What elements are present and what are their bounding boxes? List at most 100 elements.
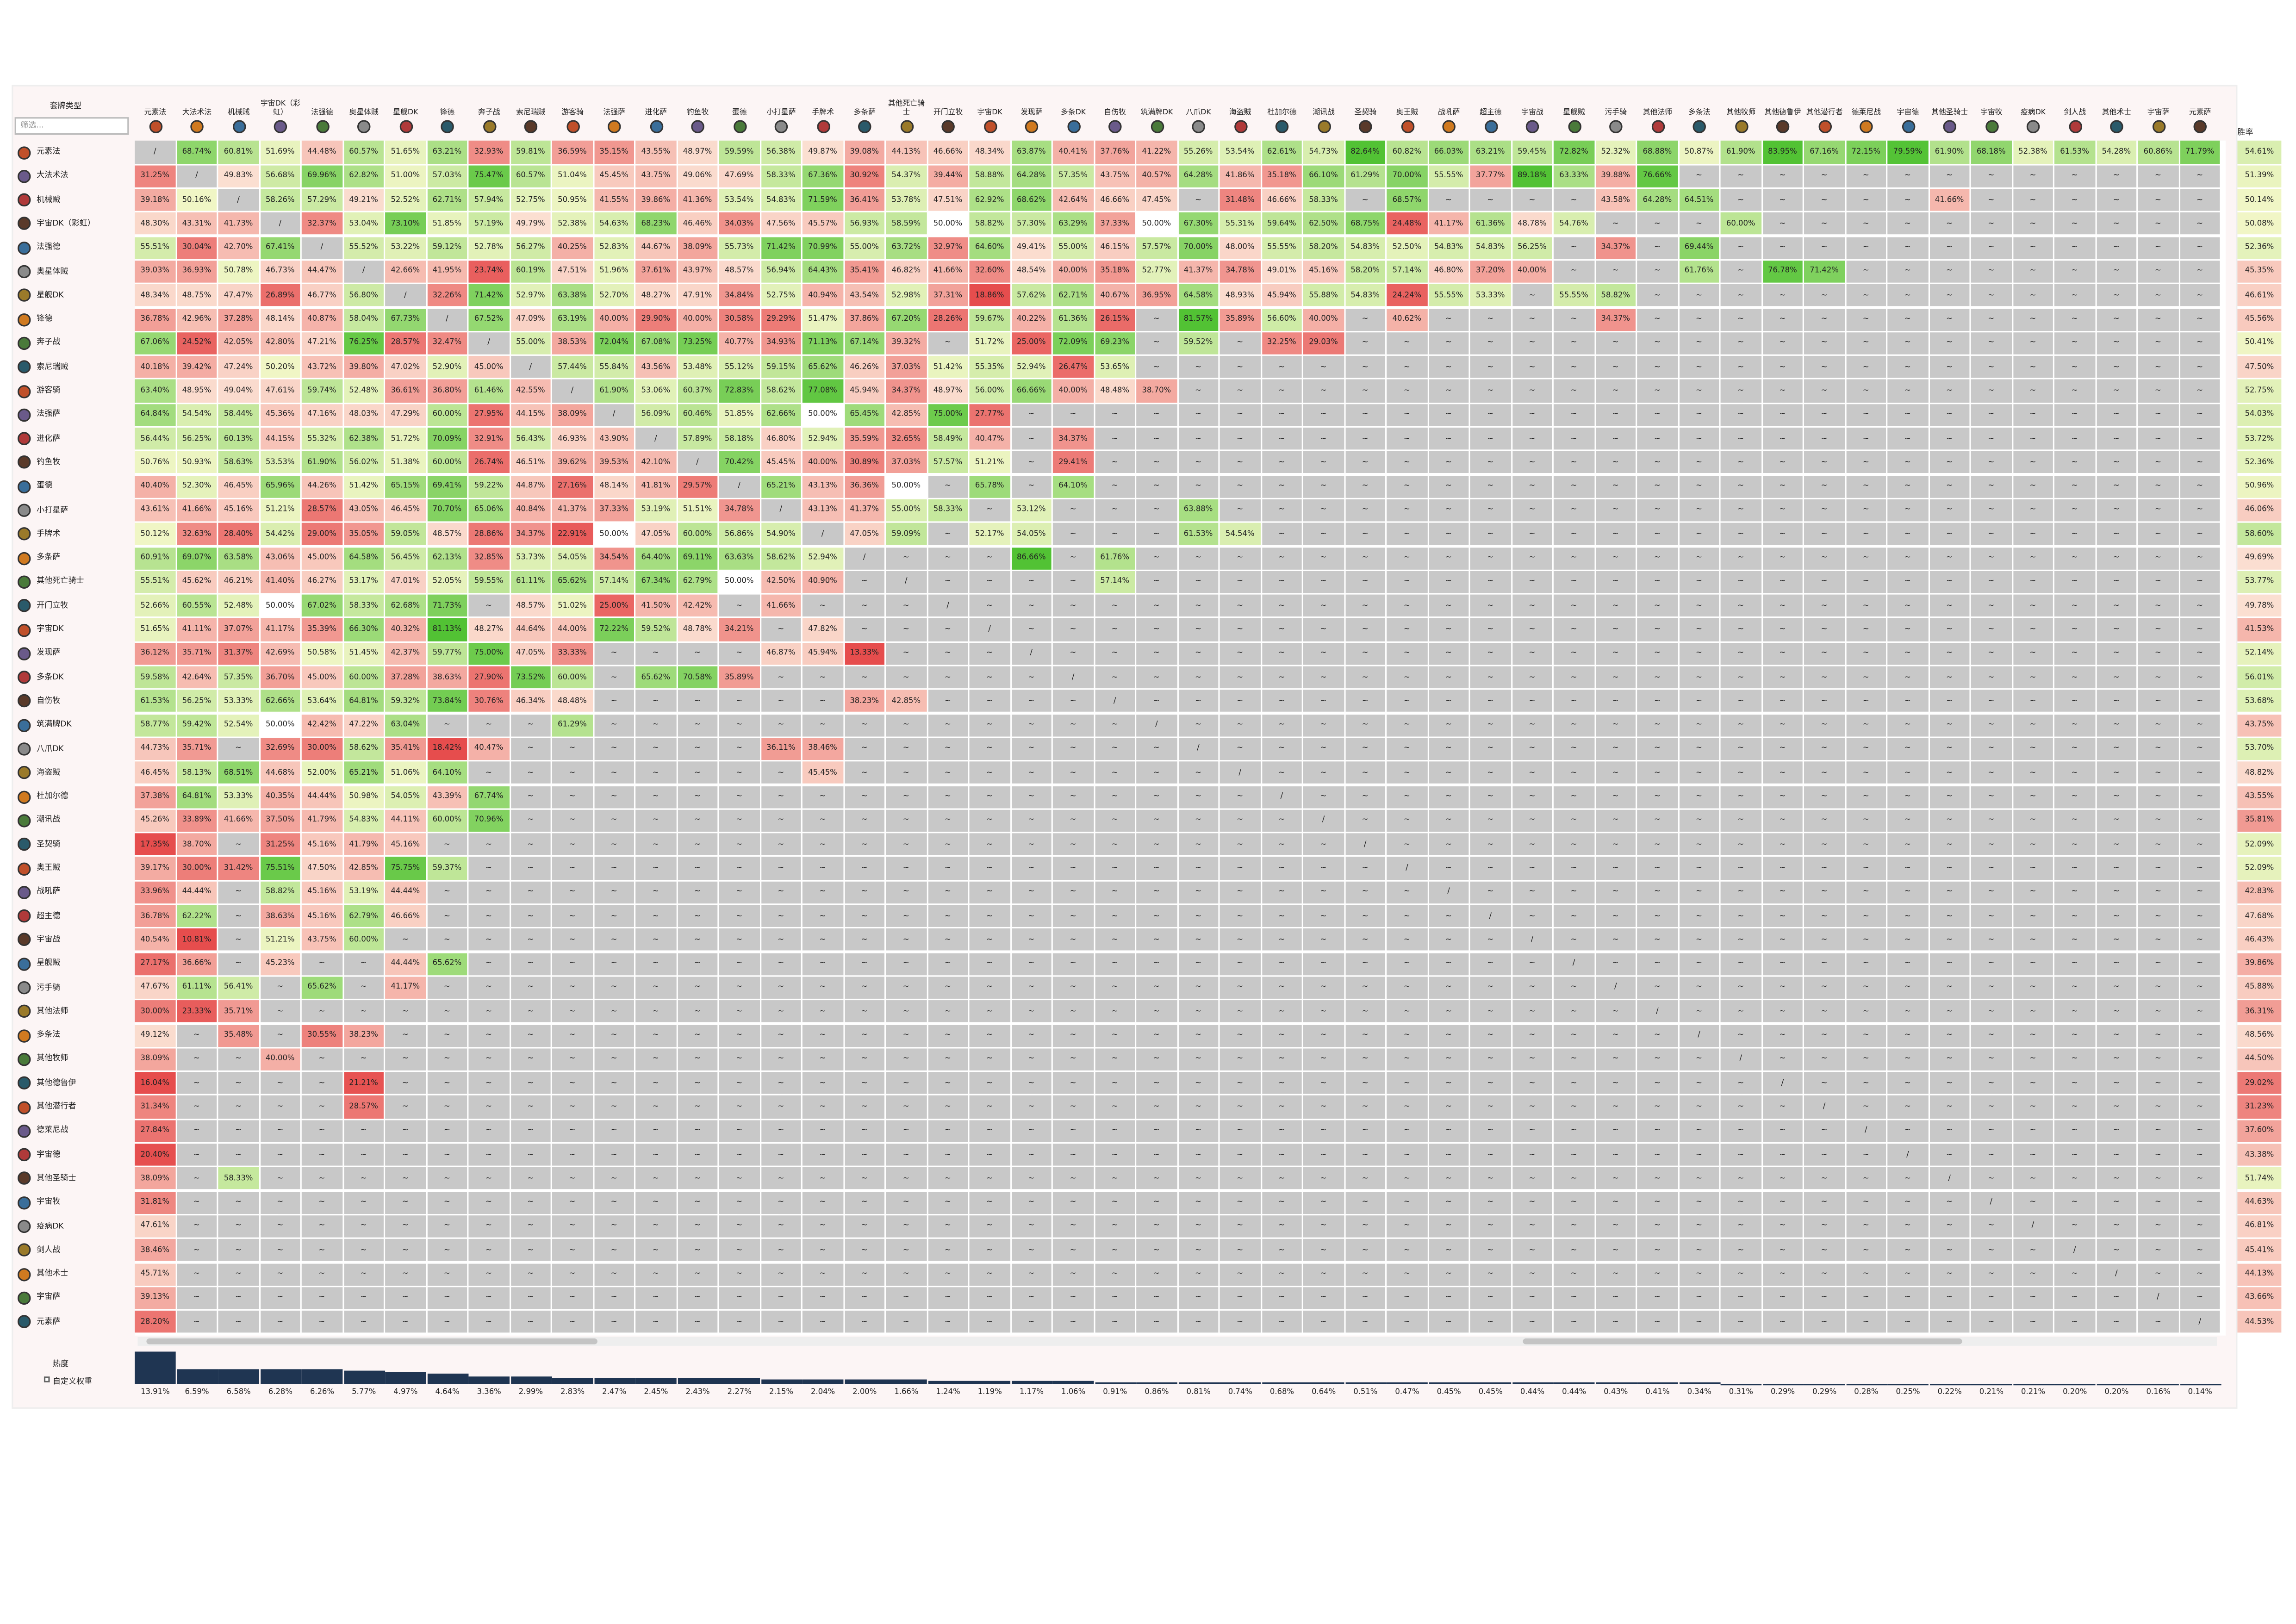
- row-label[interactable]: 圣契骑: [37, 840, 61, 849]
- column-header[interactable]: 进化萨: [645, 108, 667, 118]
- column-header[interactable]: 海盗贼: [1229, 108, 1251, 118]
- row-label[interactable]: 杜加尔德: [37, 792, 68, 802]
- column-header[interactable]: 开门立牧: [933, 108, 963, 118]
- row-label[interactable]: 钓鱼牧: [37, 458, 61, 467]
- row-label[interactable]: 大法术法: [37, 172, 68, 181]
- row-label[interactable]: 元素法: [37, 148, 61, 157]
- row-label[interactable]: 八爪DK: [37, 744, 64, 753]
- column-header[interactable]: 疫病DK: [2020, 108, 2046, 118]
- row-label[interactable]: 其他术士: [37, 1269, 68, 1279]
- column-header[interactable]: 多条萨: [853, 108, 876, 118]
- row-label[interactable]: 元素萨: [37, 1317, 61, 1326]
- column-header[interactable]: 圣契骑: [1354, 108, 1377, 118]
- column-header[interactable]: 宇宙牧: [1980, 108, 2003, 118]
- row-label[interactable]: 法强萨: [37, 410, 61, 419]
- column-header[interactable]: 小打星萨: [766, 108, 796, 118]
- row-label[interactable]: 其他死亡骑士: [37, 577, 84, 586]
- column-header[interactable]: 其他法师: [1643, 108, 1673, 118]
- column-header[interactable]: 筑满牌DK: [1140, 108, 1173, 118]
- row-label[interactable]: 宇宙战: [37, 935, 61, 945]
- row-label[interactable]: 其他法师: [37, 1007, 68, 1016]
- row-label[interactable]: 剑人战: [37, 1246, 61, 1255]
- row-label[interactable]: 疫病DK: [37, 1222, 64, 1231]
- column-header[interactable]: 宇宙DK: [977, 108, 1002, 118]
- checkbox[interactable]: [44, 1376, 50, 1382]
- row-label[interactable]: 德莱尼战: [37, 1126, 68, 1136]
- column-header[interactable]: 多条法: [1688, 108, 1711, 118]
- column-header[interactable]: 奔子战: [478, 108, 500, 118]
- column-header[interactable]: 其他牧师: [1726, 108, 1756, 118]
- column-header[interactable]: 锋德: [440, 108, 455, 118]
- column-header[interactable]: 元素法: [144, 108, 167, 118]
- column-header[interactable]: 宇宙战: [1521, 108, 1543, 118]
- row-label[interactable]: 多条萨: [37, 554, 61, 563]
- column-header[interactable]: 钓鱼牧: [686, 108, 709, 118]
- scrollbar-thumb[interactable]: [146, 1338, 597, 1344]
- column-header[interactable]: 其他圣骑士: [1931, 108, 1968, 118]
- column-header[interactable]: 宇宙德: [1897, 108, 1919, 118]
- column-header[interactable]: 其他潜行者: [1806, 108, 1843, 118]
- row-label[interactable]: 污手骑: [37, 983, 61, 992]
- row-label[interactable]: 自伤牧: [37, 697, 61, 706]
- column-header[interactable]: 游客骑: [561, 108, 584, 118]
- row-label[interactable]: 宇宙牧: [37, 1198, 61, 1207]
- row-label[interactable]: 奥王贼: [37, 864, 61, 873]
- row-label[interactable]: 进化萨: [37, 434, 61, 443]
- column-header[interactable]: 污手骑: [1605, 108, 1627, 118]
- popularity-label[interactable]: 热度: [52, 1360, 69, 1369]
- column-header[interactable]: 大法术法: [182, 108, 212, 118]
- column-header[interactable]: 德莱尼战: [1851, 108, 1881, 118]
- column-header[interactable]: 剑人战: [2064, 108, 2086, 118]
- search-input[interactable]: 筛选...: [14, 117, 129, 135]
- row-label[interactable]: 潮讯战: [37, 816, 61, 825]
- row-label[interactable]: 其他牧师: [37, 1055, 68, 1064]
- column-header[interactable]: 元素萨: [2189, 108, 2211, 118]
- column-header[interactable]: 多条DK: [1060, 108, 1086, 118]
- column-header[interactable]: 星舰DK: [393, 108, 418, 118]
- column-header[interactable]: 超主德: [1480, 108, 1502, 118]
- column-header[interactable]: 法强萨: [603, 108, 625, 118]
- column-header[interactable]: 星舰贼: [1563, 108, 1585, 118]
- column-header[interactable]: 法强德: [311, 108, 333, 118]
- row-label[interactable]: 星舰贼: [37, 959, 61, 969]
- column-header[interactable]: 杜加尔德: [1267, 108, 1297, 118]
- deck-type-label[interactable]: 套牌类型: [50, 102, 81, 112]
- row-label[interactable]: 法强德: [37, 243, 61, 252]
- row-label[interactable]: 发现萨: [37, 649, 61, 658]
- row-label[interactable]: 宇宙萨: [37, 1294, 61, 1303]
- column-header[interactable]: 宇宙萨: [2147, 108, 2170, 118]
- row-label[interactable]: 超主德: [37, 911, 61, 921]
- column-header[interactable]: 蛋德: [732, 108, 747, 118]
- row-label[interactable]: 筑满牌DK: [37, 721, 72, 730]
- column-header[interactable]: 其他术士: [2102, 108, 2132, 118]
- row-label[interactable]: 战吼萨: [37, 888, 61, 897]
- column-header[interactable]: 手牌术: [812, 108, 834, 118]
- column-header[interactable]: 奥王贼: [1396, 108, 1419, 118]
- row-label[interactable]: 宇宙DK: [37, 625, 64, 635]
- column-header[interactable]: 潮讯战: [1313, 108, 1335, 118]
- row-label[interactable]: 宇宙DK（彩虹）: [37, 219, 95, 229]
- row-label[interactable]: 蛋德: [37, 482, 53, 491]
- column-header[interactable]: 宇宙DK（彩虹）: [260, 100, 300, 118]
- row-label[interactable]: 多条DK: [37, 673, 64, 682]
- row-label[interactable]: 多条法: [37, 1031, 61, 1040]
- row-label[interactable]: 海盗贼: [37, 768, 61, 778]
- column-header[interactable]: 发现萨: [1020, 108, 1043, 118]
- row-label[interactable]: 开门立牧: [37, 601, 68, 610]
- row-label[interactable]: 其他圣骑士: [37, 1174, 76, 1183]
- column-header[interactable]: 奥星体贼: [349, 108, 379, 118]
- row-label[interactable]: 小打星萨: [37, 506, 68, 515]
- row-label[interactable]: 机械贼: [37, 195, 61, 205]
- row-label[interactable]: 宇宙德: [37, 1150, 61, 1159]
- column-header[interactable]: 索尼瑞贼: [516, 108, 546, 118]
- row-label[interactable]: 索尼瑞贼: [37, 362, 68, 372]
- row-label[interactable]: 奥星体贼: [37, 267, 68, 276]
- column-header[interactable]: 八爪DK: [1186, 108, 1211, 118]
- row-label[interactable]: 游客骑: [37, 386, 61, 396]
- row-label[interactable]: 星舰DK: [37, 291, 64, 300]
- winrate-header[interactable]: 胜率: [2237, 129, 2253, 138]
- row-label[interactable]: 其他德鲁伊: [37, 1078, 76, 1088]
- row-label[interactable]: 其他潜行者: [37, 1102, 76, 1112]
- custom-weight-label[interactable]: 自定义权重: [52, 1378, 93, 1387]
- column-header[interactable]: 其他死亡骑士: [888, 100, 925, 118]
